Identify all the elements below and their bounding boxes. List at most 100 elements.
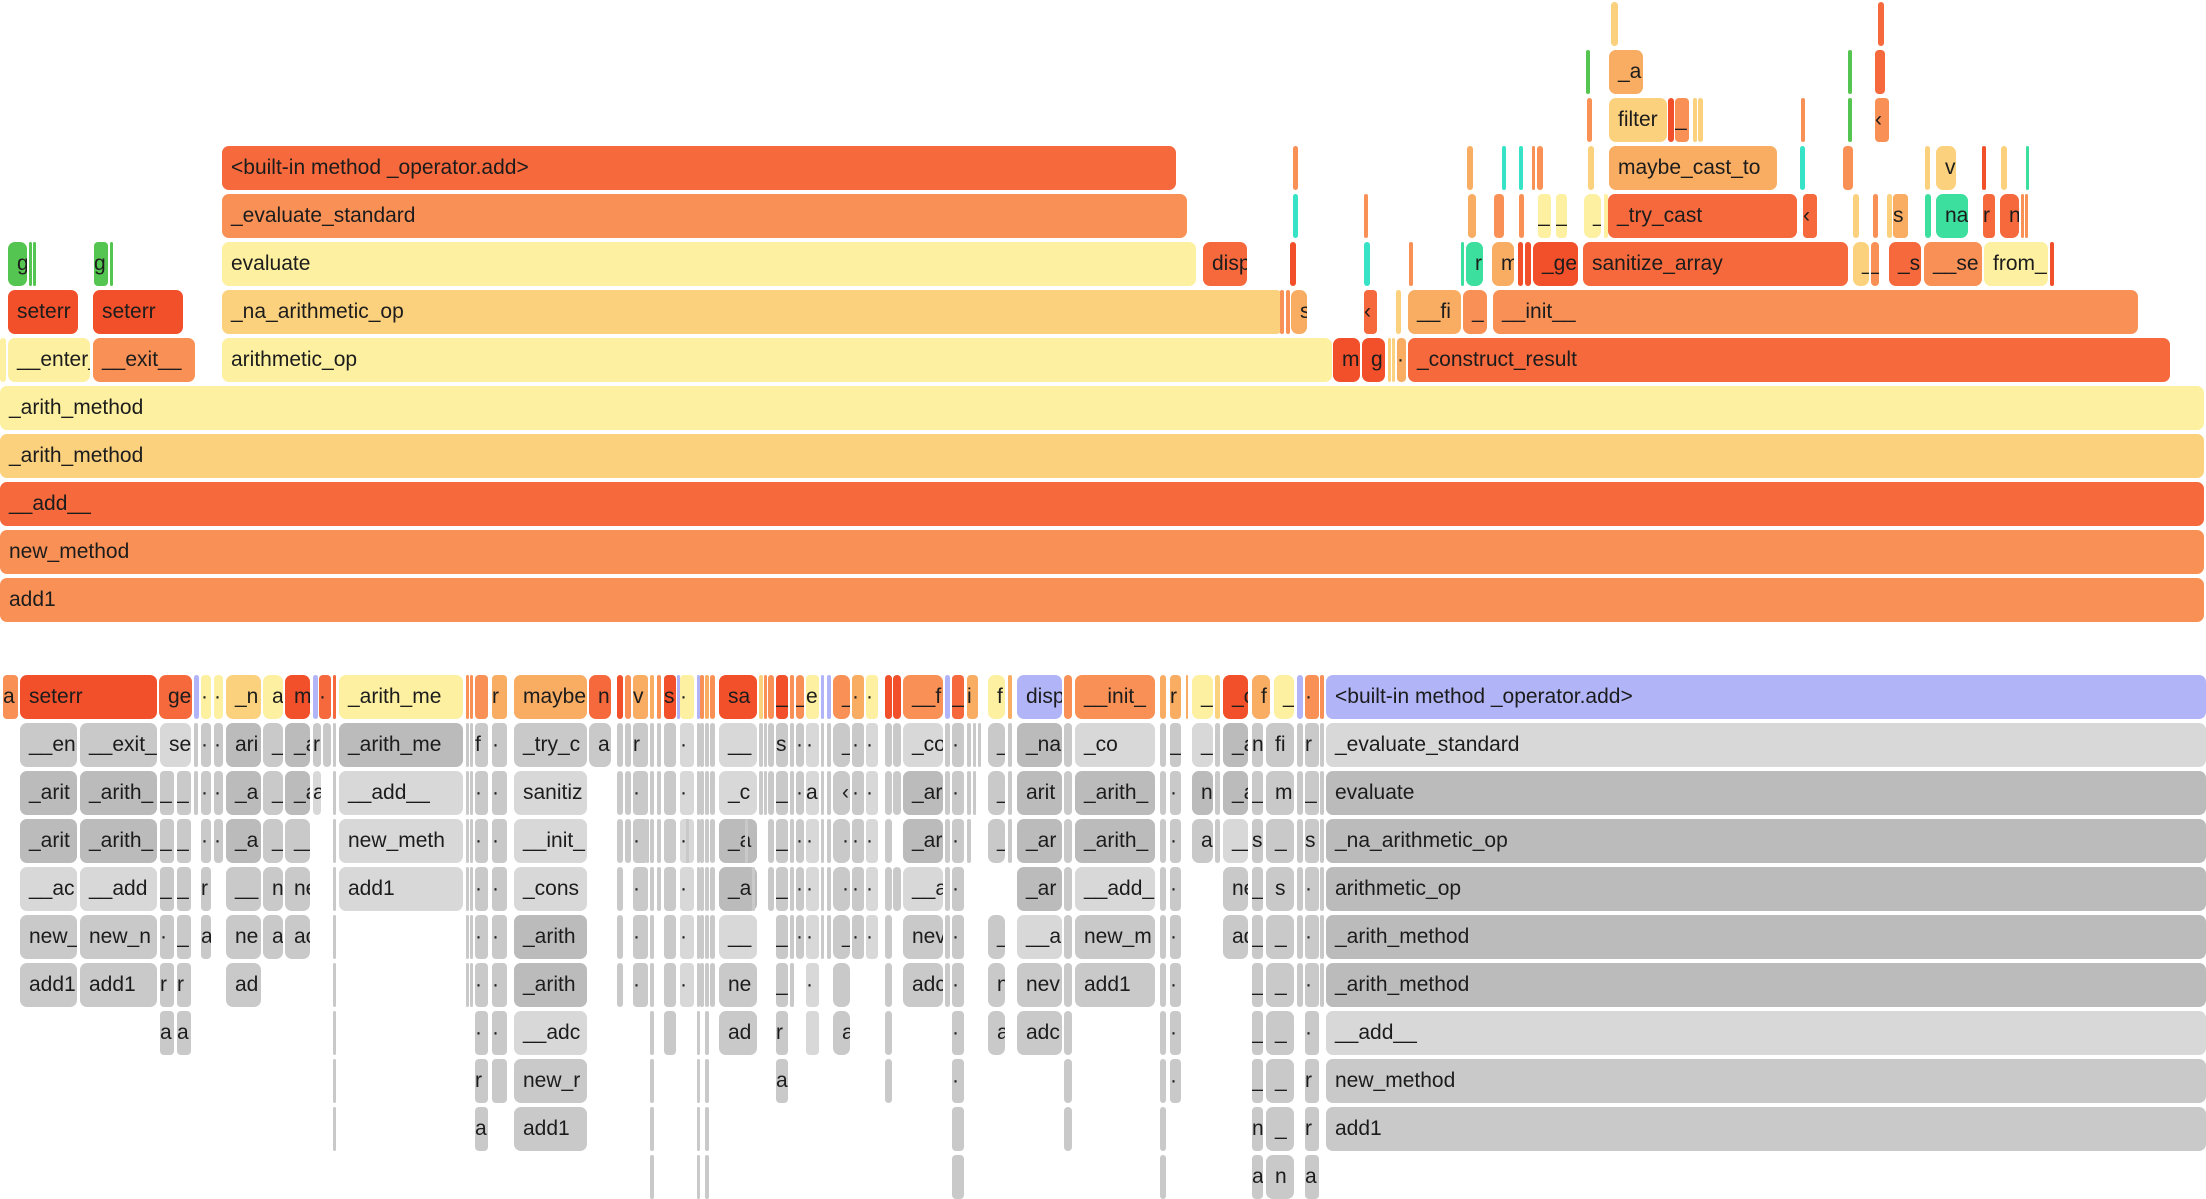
frame-bar[interactable]: _a [1223, 723, 1248, 767]
frame-sliver[interactable] [1297, 771, 1303, 815]
frame-bar[interactable]: · [680, 867, 694, 911]
frame-sliver[interactable] [466, 963, 469, 1007]
frame-sliver[interactable] [768, 771, 774, 815]
frame-bar[interactable]: g [8, 242, 27, 286]
frame-bar[interactable]: · [952, 963, 964, 1007]
frame-bar[interactable]: _ [776, 771, 788, 815]
frame-bar[interactable]: · [475, 1011, 488, 1055]
frame-sliver[interactable] [664, 963, 676, 1007]
frame-bar[interactable]: __exit_ [80, 723, 157, 767]
frame-sliver[interactable] [1320, 867, 1324, 911]
frame-bar[interactable]: · [1305, 963, 1319, 1007]
frame-bar[interactable]: · [796, 771, 804, 815]
frame-sliver[interactable] [827, 915, 831, 959]
frame-sliver[interactable] [710, 675, 715, 719]
frame-bar[interactable]: ‹ [1803, 194, 1817, 238]
frame-bar[interactable]: · [952, 867, 964, 911]
frame-bar[interactable]: a [1252, 1155, 1263, 1199]
frame-sliver[interactable] [759, 675, 763, 719]
frame-bar[interactable]: ne [1223, 867, 1248, 911]
frame-bar[interactable]: · [214, 771, 223, 815]
frame-sliver[interactable] [705, 867, 709, 911]
frame-sliver[interactable] [967, 723, 971, 767]
frame-bar[interactable]: · [680, 675, 694, 719]
frame-bar[interactable]: a [3, 675, 18, 719]
frame-sliver[interactable] [333, 867, 336, 911]
frame-bar[interactable]: __a [903, 867, 943, 911]
frame-bar[interactable]: · [952, 771, 964, 815]
frame-bar[interactable]: a [988, 1011, 1005, 1055]
frame-bar[interactable]: _arith_method [0, 386, 2204, 430]
frame-bar[interactable]: __add__ [1326, 1011, 2206, 1055]
frame-bar[interactable]: _evaluate_standard [222, 194, 1187, 238]
frame-bar[interactable]: __add__ [339, 771, 463, 815]
frame-sliver[interactable] [768, 675, 774, 719]
frame-sliver[interactable] [705, 1059, 709, 1103]
frame-bar[interactable]: · [952, 1011, 964, 1055]
frame-sliver[interactable] [617, 867, 623, 911]
frame-sliver[interactable] [1525, 242, 1531, 286]
frame-bar[interactable]: · [952, 723, 964, 767]
frame-sliver[interactable] [1064, 1059, 1072, 1103]
frame-bar[interactable]: r [177, 963, 191, 1007]
frame-bar[interactable]: _ [1252, 1059, 1263, 1103]
frame-sliver[interactable] [1064, 819, 1072, 863]
frame-sliver[interactable] [697, 1107, 700, 1151]
frame-sliver[interactable] [1468, 194, 1476, 238]
frame-bar[interactable]: _ [1252, 867, 1263, 911]
frame-bar[interactable]: _ [796, 675, 804, 719]
frame-bar[interactable]: _na_arithmetic_op [1326, 819, 2206, 863]
frame-bar[interactable]: _ [1252, 1011, 1263, 1055]
frame-bar[interactable]: m [1492, 242, 1514, 286]
frame-bar[interactable]: s [1893, 194, 1908, 238]
frame-sliver[interactable] [759, 723, 763, 767]
frame-sliver[interactable] [650, 675, 654, 719]
frame-bar[interactable]: _ [1192, 723, 1213, 767]
frame-sliver[interactable] [1887, 194, 1892, 238]
frame-bar[interactable]: s [776, 723, 788, 767]
frame-sliver[interactable] [700, 723, 704, 767]
frame-bar[interactable]: _ [1192, 675, 1213, 719]
frame-sliver[interactable] [1297, 915, 1303, 959]
frame-sliver[interactable] [697, 819, 700, 863]
frame-sliver[interactable] [710, 963, 715, 1007]
frame-bar[interactable]: add1 [80, 963, 157, 1007]
frame-sliver[interactable] [790, 963, 794, 1007]
frame-bar[interactable]: r [1170, 675, 1181, 719]
frame-bar[interactable]: a [806, 771, 819, 815]
frame-sliver[interactable] [466, 771, 469, 815]
frame-sliver[interactable] [821, 723, 824, 767]
frame-sliver[interactable] [790, 915, 794, 959]
frame-sliver[interactable] [945, 915, 950, 959]
frame-sliver[interactable] [885, 867, 892, 911]
frame-bar[interactable]: _co [903, 723, 943, 767]
frame-sliver[interactable] [710, 867, 715, 911]
frame-sliver[interactable] [617, 963, 623, 1007]
frame-sliver[interactable] [1160, 1011, 1166, 1055]
frame-bar[interactable]: r [1466, 242, 1483, 286]
frame-bar[interactable]: s [1266, 867, 1294, 911]
frame-sliver[interactable] [705, 675, 709, 719]
frame-bar[interactable]: adc [903, 963, 943, 1007]
frame-bar[interactable]: maybe_cast_to [1609, 146, 1777, 190]
frame-bar[interactable]: · [201, 723, 211, 767]
frame-bar[interactable]: v [1936, 146, 1956, 190]
frame-sliver[interactable] [617, 675, 623, 719]
frame-bar[interactable]: · [852, 723, 864, 767]
frame-sliver[interactable] [1801, 98, 1805, 142]
frame-bar[interactable]: __se [1924, 242, 1982, 286]
frame-bar[interactable]: _ [1675, 98, 1689, 142]
frame-sliver[interactable] [333, 1011, 336, 1055]
frame-bar[interactable]: v [633, 675, 648, 719]
frame-bar[interactable]: na [1936, 194, 1968, 238]
frame-bar[interactable]: arithmetic_op [222, 338, 1332, 382]
frame-sliver[interactable] [697, 771, 700, 815]
frame-bar[interactable]: r [1305, 1059, 1319, 1103]
frame-sliver[interactable] [1925, 146, 1930, 190]
frame-bar[interactable]: · [806, 819, 819, 863]
frame-bar[interactable]: disp [1203, 242, 1247, 286]
frame-sliver[interactable] [1064, 771, 1072, 815]
frame-bar[interactable]: seterr [8, 290, 78, 334]
frame-bar[interactable]: _ [833, 723, 850, 767]
frame-sliver[interactable] [625, 723, 631, 767]
